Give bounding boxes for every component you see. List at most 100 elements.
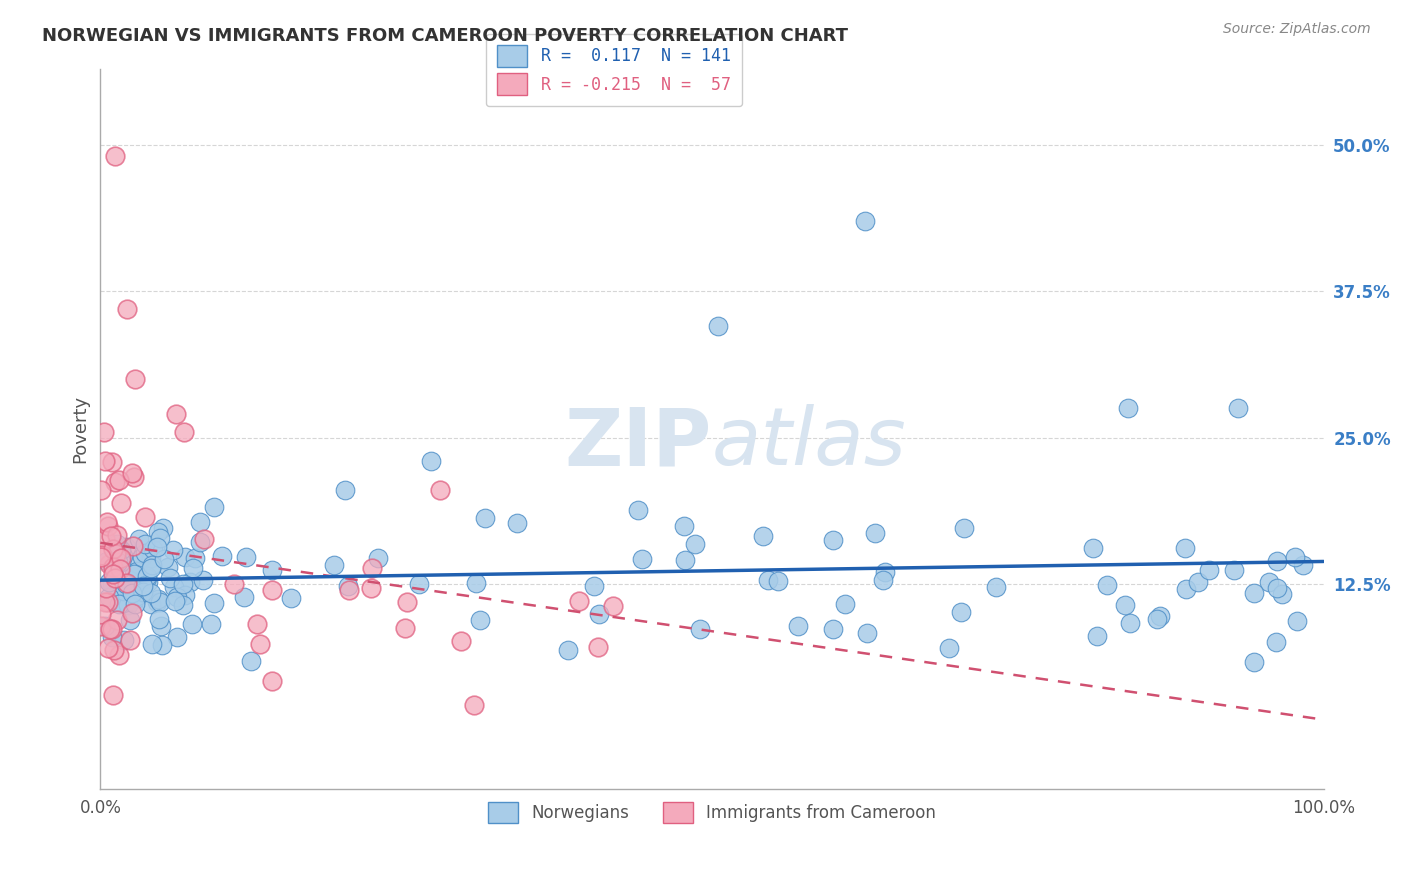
Point: [202, 596, 225, 610]
Point: [110, 555, 132, 569]
Point: [118, 613, 141, 627]
Point: [474, 511, 496, 525]
Point: [367, 551, 389, 566]
Point: [110, 496, 132, 510]
Point: [90, 607, 112, 621]
Point: [787, 619, 810, 633]
Point: [117, 576, 139, 591]
Point: [1223, 563, 1246, 577]
Point: [1085, 629, 1108, 643]
Point: [146, 540, 169, 554]
Point: [1243, 586, 1265, 600]
Text: Source: ZipAtlas.com: Source: ZipAtlas.com: [1223, 22, 1371, 37]
Point: [950, 605, 973, 619]
Point: [117, 301, 139, 316]
Point: [108, 562, 131, 576]
Text: ZIP: ZIP: [565, 404, 711, 483]
Point: [150, 639, 173, 653]
Point: [1292, 558, 1315, 572]
Point: [333, 483, 356, 498]
Point: [853, 214, 876, 228]
Point: [134, 537, 156, 551]
Point: [766, 574, 789, 589]
Point: [181, 561, 204, 575]
Point: [1265, 634, 1288, 648]
Point: [103, 643, 125, 657]
Legend: Norwegians, Immigrants from Cameroon: Norwegians, Immigrants from Cameroon: [477, 790, 948, 835]
Y-axis label: Poverty: Poverty: [72, 395, 89, 463]
Point: [627, 503, 650, 517]
Point: [202, 500, 225, 514]
Point: [121, 539, 143, 553]
Point: [97, 590, 120, 604]
Point: [173, 425, 195, 439]
Point: [1119, 615, 1142, 630]
Text: atlas: atlas: [711, 404, 907, 483]
Point: [239, 654, 262, 668]
Point: [188, 534, 211, 549]
Point: [132, 578, 155, 592]
Point: [104, 149, 127, 163]
Point: [260, 582, 283, 597]
Point: [165, 594, 187, 608]
Point: [139, 597, 162, 611]
Point: [104, 475, 127, 489]
Point: [142, 541, 165, 556]
Point: [246, 616, 269, 631]
Point: [222, 577, 245, 591]
Point: [146, 592, 169, 607]
Point: [110, 543, 132, 558]
Point: [419, 454, 441, 468]
Point: [136, 575, 159, 590]
Point: [97, 574, 120, 589]
Point: [233, 590, 256, 604]
Point: [101, 567, 124, 582]
Point: [104, 571, 127, 585]
Point: [1114, 598, 1136, 612]
Point: [1285, 614, 1308, 628]
Point: [172, 577, 194, 591]
Point: [103, 558, 125, 573]
Point: [159, 571, 181, 585]
Point: [1116, 401, 1139, 416]
Point: [107, 648, 129, 662]
Point: [94, 619, 117, 633]
Point: [139, 551, 162, 566]
Point: [108, 473, 131, 487]
Point: [953, 521, 976, 535]
Point: [337, 582, 360, 597]
Point: [93, 425, 115, 439]
Point: [90, 549, 112, 564]
Point: [108, 597, 131, 611]
Point: [174, 588, 197, 602]
Point: [110, 550, 132, 565]
Point: [148, 612, 170, 626]
Point: [180, 616, 202, 631]
Point: [193, 532, 215, 546]
Point: [262, 674, 284, 689]
Point: [172, 598, 194, 612]
Point: [1175, 582, 1198, 597]
Point: [125, 566, 148, 580]
Point: [96, 553, 118, 567]
Point: [145, 595, 167, 609]
Point: [128, 532, 150, 546]
Point: [149, 595, 172, 609]
Point: [94, 595, 117, 609]
Point: [148, 525, 170, 540]
Point: [602, 599, 624, 614]
Point: [121, 466, 143, 480]
Point: [823, 533, 845, 547]
Point: [101, 455, 124, 469]
Point: [108, 552, 131, 566]
Point: [104, 559, 127, 574]
Point: [1198, 563, 1220, 577]
Point: [117, 598, 139, 612]
Point: [583, 580, 606, 594]
Point: [506, 516, 529, 530]
Point: [141, 558, 163, 572]
Point: [1146, 612, 1168, 626]
Point: [631, 552, 654, 566]
Point: [1265, 581, 1288, 595]
Point: [586, 640, 609, 654]
